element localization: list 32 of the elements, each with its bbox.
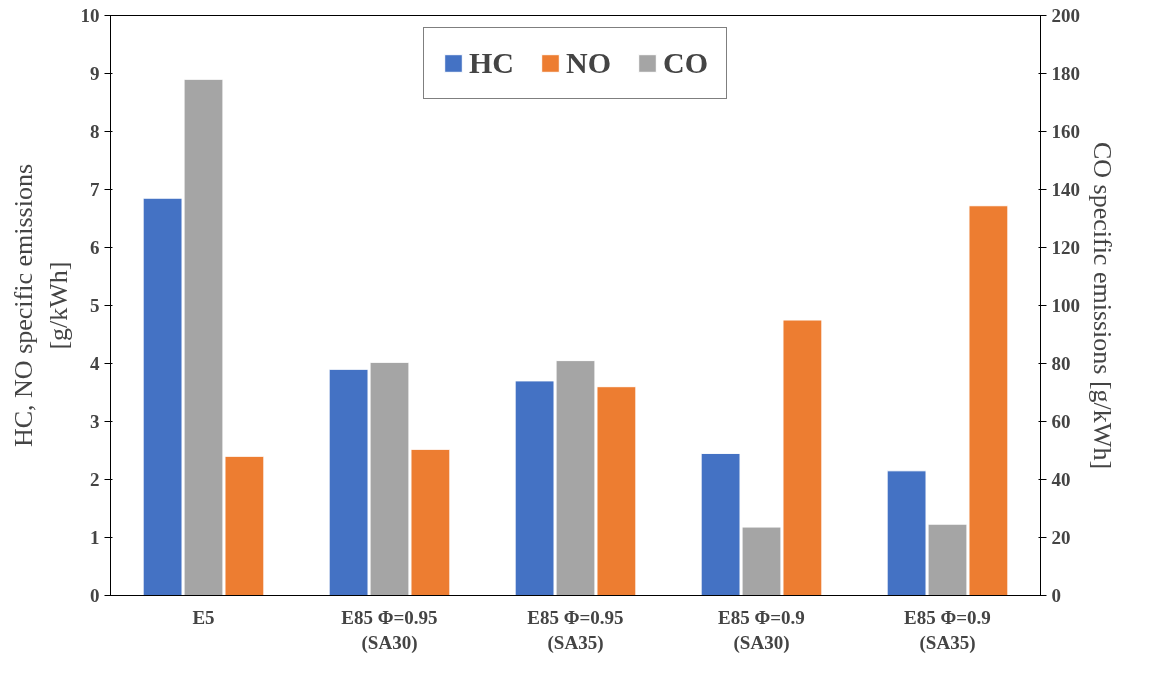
y-tick-label: 8 xyxy=(90,121,100,142)
y2-tick-label: 120 xyxy=(1051,237,1080,258)
y2-tick-label: 80 xyxy=(1051,353,1071,374)
y-axis-title: HC, NO specific emissions [g/kWh] xyxy=(8,163,73,448)
y-tick-label: 10 xyxy=(80,5,100,26)
y-tick-label: 4 xyxy=(90,353,100,374)
y2-tick-label: 40 xyxy=(1051,469,1071,490)
y2-tick-label: 20 xyxy=(1051,527,1071,548)
x-tick-label: E85 Φ=0.95 (SA30) xyxy=(341,606,438,654)
y-tick-label: 3 xyxy=(90,411,100,432)
y-tick-label: 0 xyxy=(90,585,100,606)
x-tick-label: E5 xyxy=(192,606,215,628)
y2-tick-label: 200 xyxy=(1051,5,1080,26)
legend-label: CO xyxy=(663,46,708,80)
y-tick-label: 2 xyxy=(90,469,100,490)
legend-label: NO xyxy=(566,46,611,80)
y2-tick-label: 0 xyxy=(1051,585,1061,606)
y-tick-label: 9 xyxy=(90,63,100,84)
y2-tick-label: 100 xyxy=(1051,295,1080,316)
legend-label: HC xyxy=(469,46,514,80)
x-tick-label: E85 Φ=0.95 (SA35) xyxy=(527,606,624,654)
x-tick-label: E85 Φ=0.9 (SA30) xyxy=(718,606,805,654)
y-tick-label: 7 xyxy=(90,179,100,200)
y2-tick-label: 160 xyxy=(1051,121,1080,142)
y-tick-label: 1 xyxy=(90,527,100,548)
y2-axis-title: CO specific emissions [g/kWh] xyxy=(1088,141,1117,470)
x-tick-label: E85 Φ=0.9 (SA35) xyxy=(904,606,991,654)
y2-tick-label: 180 xyxy=(1051,63,1080,84)
y2-tick-label: 140 xyxy=(1051,179,1080,200)
y2-tick-label: 60 xyxy=(1051,411,1071,432)
y-tick-label: 5 xyxy=(90,295,100,316)
y-tick-label: 6 xyxy=(90,237,100,258)
